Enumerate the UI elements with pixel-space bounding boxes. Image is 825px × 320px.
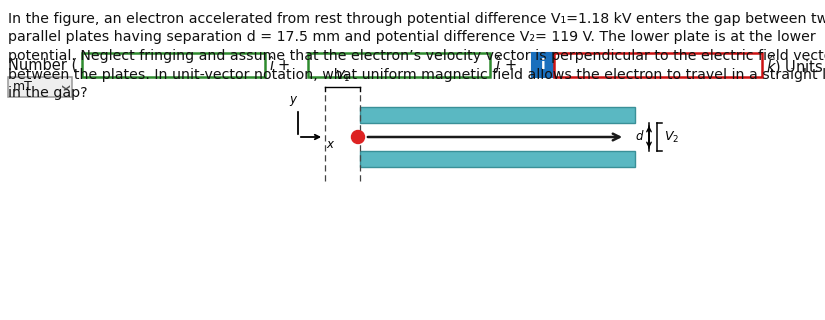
Text: mT: mT [13,81,33,93]
Text: $V_2$: $V_2$ [664,130,679,145]
Bar [554,53,762,77]
Text: x: x [326,138,333,151]
Bar [360,151,635,167]
Text: i: i [540,58,545,72]
Text: d: d [635,131,643,143]
Bar [308,53,490,77]
Text: $\hat{k}$) Units: $\hat{k}$) Units [766,53,823,77]
Bar [82,53,265,77]
Text: between the plates. In unit-vector notation, what uniform magnetic field allows : between the plates. In unit-vector notat… [8,68,825,82]
Text: potential. Neglect fringing and assume that the electron’s velocity vector is pe: potential. Neglect fringing and assume t… [8,49,825,63]
Text: in the gap?: in the gap? [8,86,87,100]
Text: $\hat{\jmath}$ +: $\hat{\jmath}$ + [494,54,517,76]
Bar [8,77,72,97]
Text: $\hat{\imath}$ +: $\hat{\imath}$ + [269,56,290,75]
Bar [360,107,635,123]
Text: Number (: Number ( [8,58,78,73]
Circle shape [351,131,365,143]
Text: In the figure, an electron accelerated from rest through potential difference V₁: In the figure, an electron accelerated f… [8,12,825,26]
Text: $V_1$: $V_1$ [335,69,350,84]
Text: parallel plates having separation d = 17.5 mm and potential difference V₂= 119 V: parallel plates having separation d = 17… [8,30,816,44]
Bar [532,53,554,77]
Text: ❯: ❯ [59,84,68,91]
Text: y: y [289,93,296,106]
